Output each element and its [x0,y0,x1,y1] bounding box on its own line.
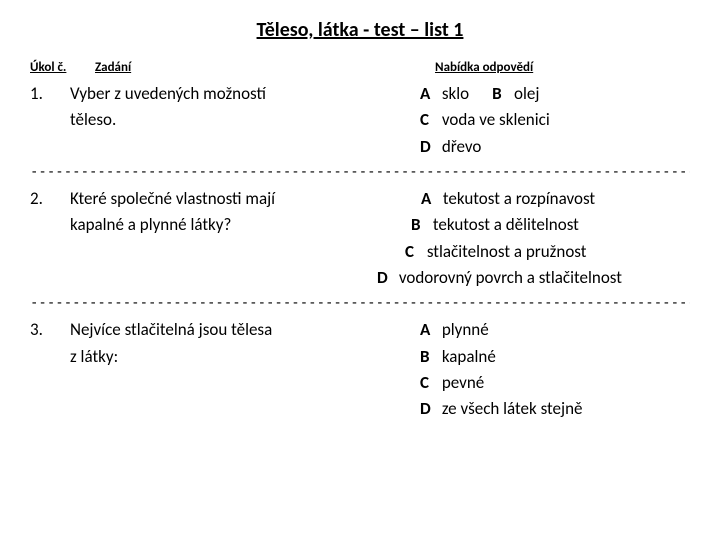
question-line: Nejvíce stlačitelná jsou tělesa [70,317,410,343]
question-number: 3. [30,317,70,422]
option-label-b: B [492,81,510,107]
option-text: dřevo [438,136,481,157]
option-label-b: B [411,212,429,238]
header-task: Zadání [95,60,425,75]
option-text: tekutost a dělitelnost [429,214,579,235]
option-text: tekutost a rozpínavost [439,188,595,209]
question-number: 2. [30,186,70,291]
question-line: Které společné vlastnosti mají [70,186,395,212]
answer-row: A plynné [420,317,690,343]
answer-row: D vodorovný povrch a stlačitelnost [377,265,690,291]
header-answers: Nabídka odpovědí [425,60,690,75]
option-label-c: C [420,107,438,133]
option-text: ze všech látek stejně [438,398,582,419]
answer-row: C stlačitelnost a pružnost [405,239,690,265]
answer-row: B kapalné [420,344,690,370]
question-number: 1. [30,81,70,160]
option-text: sklo [438,83,473,104]
option-text: pevné [438,372,484,393]
option-text: vodorovný povrch a stlačitelnost [395,267,622,288]
answer-options: A sklo B olej C voda ve sklenici D dřevo [420,81,690,160]
option-text: voda ve sklenici [438,109,550,130]
option-label-b: B [420,344,438,370]
option-label-d: D [420,396,438,422]
header-task-number: Úkol č. [30,60,95,75]
question-2: 2. Které společné vlastnosti mají kapaln… [30,186,690,291]
answer-row: D ze všech látek stejně [420,396,690,422]
question-line: kapalné a plynné látky? [70,212,395,238]
option-text: kapalné [438,346,496,367]
answer-row: B tekutost a dělitelnost [405,212,690,238]
answer-row: C pevné [420,370,690,396]
option-text: stlačitelnost a pružnost [423,241,586,262]
option-label-a: A [420,317,438,343]
question-line: z látky: [70,344,410,370]
option-label-a: A [420,81,438,107]
question-line: těleso. [70,107,410,133]
question-1: 1. Vyber z uvedených možností těleso. A … [30,81,690,160]
option-label-d: D [377,265,395,291]
question-text: Vyber z uvedených možností těleso. [70,81,420,160]
column-headers: Úkol č. Zadání Nabídka odpovědí [30,60,690,75]
answer-row: C voda ve sklenici [420,107,690,133]
answer-options: A plynné B kapalné C pevné D ze všech lá… [420,317,690,422]
question-text: Které společné vlastnosti mají kapalné a… [70,186,405,291]
option-text: plynné [438,319,489,340]
option-label-c: C [405,239,423,265]
worksheet-page: Těleso, látka - test – list 1 Úkol č. Za… [0,0,720,433]
answer-row: A sklo B olej [420,81,690,107]
question-line: Vyber z uvedených možností [70,81,410,107]
option-label-a: A [421,186,439,212]
answer-options: A tekutost a rozpínavost B tekutost a dě… [405,186,690,291]
separator: ----------------------------------------… [30,164,690,180]
option-text: olej [510,83,539,104]
page-title: Těleso, látka - test – list 1 [30,18,690,42]
option-label-c: C [420,370,438,396]
option-label-d: D [420,134,438,160]
question-text: Nejvíce stlačitelná jsou tělesa z látky: [70,317,420,422]
answer-row: D dřevo [420,134,690,160]
separator: ----------------------------------------… [30,295,690,311]
answer-row: A tekutost a rozpínavost [405,186,690,212]
question-3: 3. Nejvíce stlačitelná jsou tělesa z lát… [30,317,690,422]
